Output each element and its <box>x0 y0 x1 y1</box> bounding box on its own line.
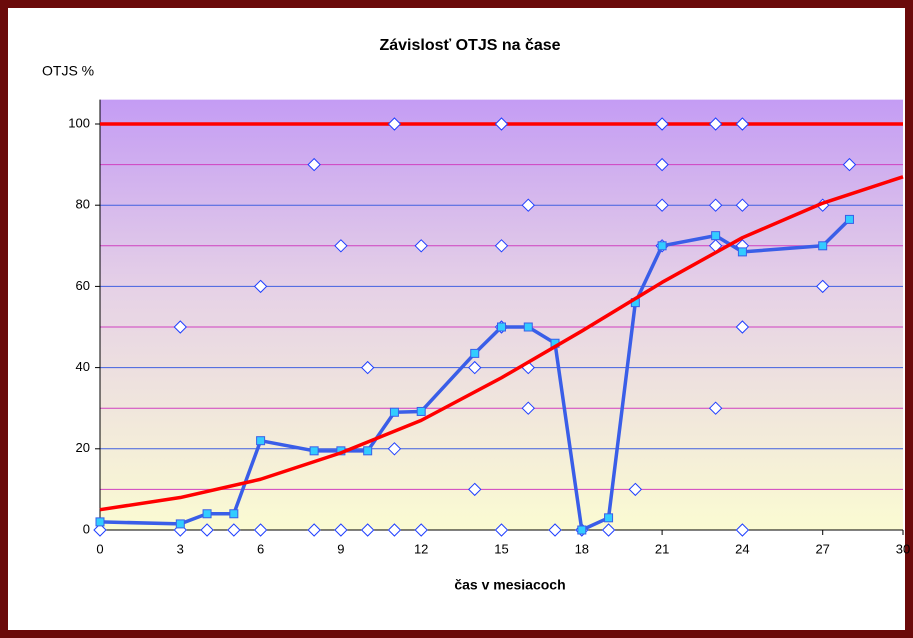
x-tick-label: 6 <box>257 541 264 556</box>
diamond-marker <box>708 401 723 415</box>
x-tick-label: 21 <box>655 541 669 556</box>
diamond-marker <box>307 157 321 172</box>
square-marker <box>604 513 614 523</box>
diamond-marker <box>735 320 750 334</box>
square-marker <box>711 231 721 241</box>
diamond-marker <box>253 279 268 294</box>
diamond-marker <box>548 523 562 537</box>
square-marker <box>202 509 212 519</box>
x-tick-label: 30 <box>896 541 910 556</box>
x-tick-label: 15 <box>494 541 508 556</box>
square-marker <box>818 241 828 251</box>
square-marker <box>256 436 266 446</box>
diamond-marker <box>334 239 348 253</box>
diamond-marker <box>334 523 348 537</box>
square-marker <box>737 247 747 257</box>
y-tick-label: 60 <box>76 278 90 293</box>
square-marker <box>416 406 426 416</box>
diamond-marker <box>227 523 241 537</box>
square-marker <box>175 519 185 529</box>
square-marker <box>389 407 399 417</box>
diamond-marker <box>360 360 375 375</box>
diamond-marker <box>253 523 268 537</box>
diamond-marker <box>414 239 428 253</box>
x-tick-label: 24 <box>735 541 749 556</box>
x-tick-label: 3 <box>177 541 184 556</box>
y-tick-label: 80 <box>76 197 90 212</box>
x-tick-label: 12 <box>414 541 428 556</box>
diamond-marker <box>173 320 188 334</box>
diamond-marker <box>468 360 482 375</box>
square-marker <box>523 322 533 332</box>
diamond-marker <box>655 198 669 212</box>
diamond-marker <box>387 523 402 537</box>
diamond-marker <box>387 442 402 456</box>
square-marker <box>844 214 854 224</box>
diamond-marker <box>414 523 428 537</box>
y-tick-label: 0 <box>83 521 90 536</box>
diamond-marker <box>200 523 214 537</box>
diamond-marker <box>815 279 830 294</box>
square-marker <box>497 322 506 332</box>
y-tick-label: 40 <box>76 359 90 374</box>
diamond-marker <box>494 117 509 131</box>
x-tick-label: 0 <box>96 541 103 556</box>
diamond-marker <box>360 523 375 537</box>
square-marker <box>229 509 239 519</box>
y-axis-label: OTJS % <box>42 63 94 79</box>
diamond-marker <box>735 523 750 537</box>
diamond-marker <box>468 482 482 497</box>
square-marker <box>577 525 587 535</box>
diamond-marker <box>387 117 402 131</box>
square-marker <box>363 446 373 456</box>
diamond-marker <box>735 198 750 212</box>
square-marker <box>470 348 480 358</box>
diamond-marker <box>628 482 643 497</box>
diamond-marker <box>708 198 723 212</box>
square-marker <box>95 517 105 527</box>
square-marker <box>657 241 667 251</box>
plot-area <box>100 99 903 530</box>
diamond-marker <box>842 157 857 172</box>
diamond-marker <box>708 117 723 131</box>
y-tick-label: 100 <box>68 115 90 130</box>
chart-title: Závislosť OTJS na čase <box>379 37 560 54</box>
diamond-marker <box>521 198 535 212</box>
diamond-marker <box>655 117 669 131</box>
x-tick-label: 27 <box>815 541 829 556</box>
y-tick-label: 20 <box>76 440 90 455</box>
diamond-marker <box>655 157 669 172</box>
diamond-marker <box>494 239 509 253</box>
diamond-marker <box>735 117 750 131</box>
diamond-marker <box>93 523 107 537</box>
x-tick-label: 9 <box>337 541 344 556</box>
diamond-marker <box>601 523 616 537</box>
diamond-marker <box>521 401 535 415</box>
x-axis-label: čas v mesiacoch <box>454 577 565 593</box>
series-line <box>99 218 851 532</box>
diamond-marker <box>494 523 509 537</box>
series-line <box>99 175 904 512</box>
x-tick-label: 18 <box>575 541 589 556</box>
diamond-marker <box>307 523 321 537</box>
square-marker <box>309 446 319 456</box>
